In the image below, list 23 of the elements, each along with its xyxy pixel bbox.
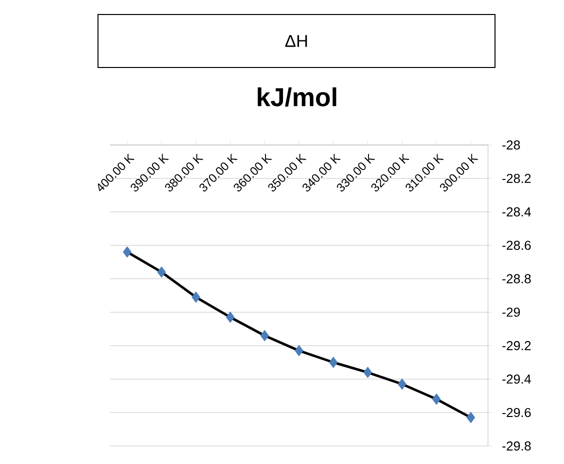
point	[432, 393, 441, 405]
point	[294, 344, 304, 356]
point	[192, 291, 200, 303]
text: ΔH	[285, 35, 307, 47]
y-tick-label: -29.4	[502, 374, 531, 384]
y-tick-label: -28.6	[502, 240, 531, 250]
y-tick-label: -28.2	[502, 174, 531, 184]
y-tick-label: -29	[502, 308, 520, 317]
y-tick-label: -29.8	[502, 441, 531, 451]
point	[260, 330, 269, 342]
y-tick-label: -29.6	[502, 408, 531, 418]
point	[226, 312, 235, 323]
y-tick-label: -28.4	[502, 207, 531, 216]
point	[329, 356, 338, 368]
y-tick-label: -28.8	[502, 274, 531, 284]
point	[466, 412, 476, 424]
y-tick-label: -28	[502, 140, 520, 150]
chart-title: kJ/mol	[258, 87, 336, 107]
point	[122, 246, 132, 258]
point	[398, 378, 406, 390]
y-tick-label: -29.2	[502, 341, 531, 350]
point	[157, 266, 166, 278]
point	[363, 366, 372, 378]
